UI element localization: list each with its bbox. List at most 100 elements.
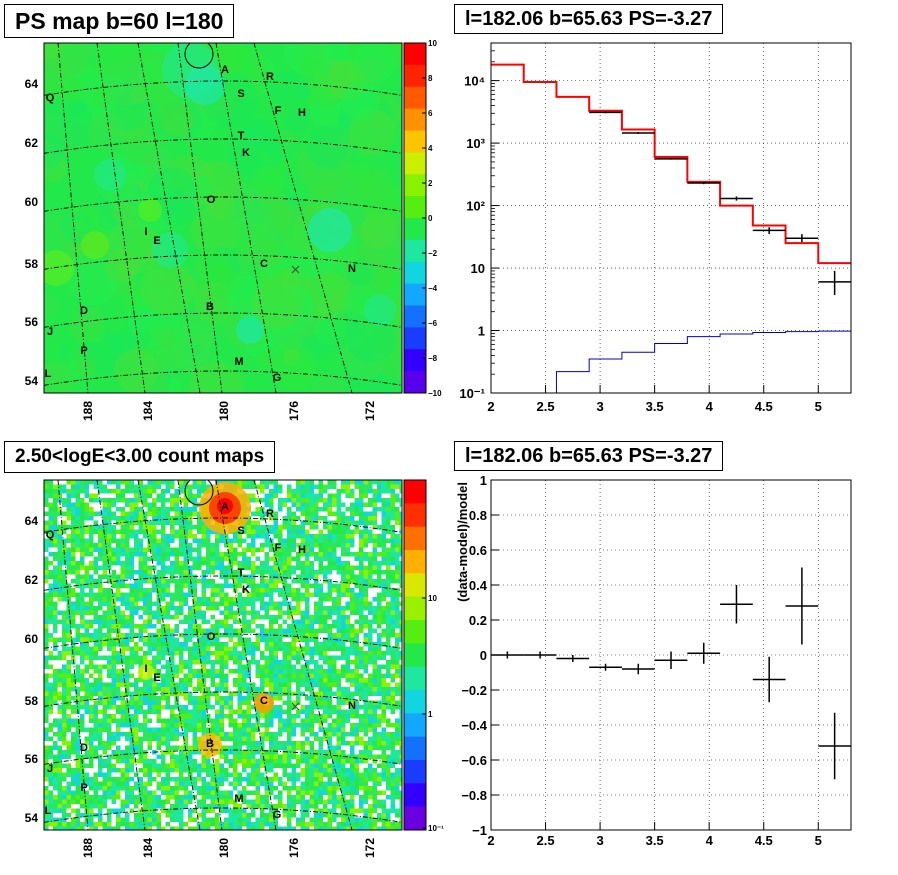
count-map-pixel — [260, 525, 265, 530]
count-map-pixel — [309, 723, 315, 728]
count-map-pixel — [336, 723, 342, 728]
count-map-pixel — [170, 579, 175, 584]
count-map-pixel — [260, 655, 265, 661]
count-map-pixel — [282, 543, 288, 548]
count-map-pixel — [174, 520, 180, 526]
count-map-pixel — [323, 669, 328, 674]
count-map-pixel — [197, 624, 202, 629]
count-map-pixel — [345, 723, 351, 728]
count-map-pixel — [323, 682, 328, 688]
count-map-pixel — [368, 637, 373, 643]
count-map-pixel — [273, 502, 279, 508]
count-map-pixel — [44, 574, 49, 580]
count-map-pixel — [197, 574, 202, 580]
count-map-pixel — [314, 678, 319, 683]
count-map-pixel — [102, 615, 108, 620]
count-map-pixel — [44, 646, 49, 652]
count-map-pixel — [399, 579, 402, 584]
count-map-pixel — [309, 543, 315, 548]
count-map-pixel — [246, 651, 252, 656]
count-map-pixel — [98, 507, 103, 512]
count-map-pixel — [359, 687, 364, 692]
count-map-pixel — [152, 732, 157, 737]
count-map-pixel — [125, 579, 130, 584]
count-map-pixel — [129, 610, 135, 616]
count-map-pixel — [336, 655, 342, 661]
count-map-pixel — [359, 709, 364, 715]
count-map-pixel — [390, 525, 396, 530]
count-map-pixel — [354, 552, 360, 557]
count-map-pixel — [48, 669, 54, 674]
count-map-pixel — [246, 628, 252, 634]
count-map-pixel — [48, 507, 54, 512]
count-map-pixel — [44, 592, 49, 598]
colorbar-segment — [404, 196, 426, 219]
count-map-pixel — [62, 502, 67, 508]
count-map-pixel — [188, 682, 193, 688]
count-map-pixel — [255, 691, 261, 697]
count-map-pixel — [282, 534, 288, 539]
count-map-pixel — [278, 637, 283, 643]
count-map-pixel — [179, 642, 184, 647]
count-map-pixel — [287, 673, 292, 679]
count-map-pixel — [98, 673, 103, 679]
count-map-pixel — [165, 615, 171, 620]
count-map-pixel — [125, 538, 130, 544]
count-map-pixel — [134, 579, 139, 584]
count-map-pixel — [246, 660, 252, 665]
count-map-pixel — [251, 615, 256, 620]
count-map-pixel — [269, 579, 274, 584]
count-map-pixel — [170, 556, 175, 562]
count-map-pixel — [242, 673, 247, 679]
count-map-pixel — [368, 696, 373, 701]
count-map-pixel — [165, 682, 171, 688]
count-map-pixel — [156, 705, 162, 710]
count-map-pixel — [93, 570, 99, 575]
count-map-pixel — [269, 529, 274, 535]
count-map-pixel — [327, 529, 333, 535]
count-map-pixel — [53, 646, 58, 652]
count-map-pixel — [296, 502, 301, 508]
count-map-pixel — [287, 682, 292, 688]
count-map-pixel — [84, 624, 90, 629]
count-map-pixel — [372, 655, 378, 661]
count-map-pixel — [323, 637, 328, 643]
count-map-pixel — [134, 615, 139, 620]
count-map-pixel — [296, 556, 301, 562]
count-map-pixel — [183, 700, 189, 706]
count-map-pixel — [399, 709, 402, 715]
count-map-pixel — [269, 687, 274, 692]
count-map-pixel — [282, 579, 288, 584]
count-map-pixel — [242, 669, 247, 674]
count-map-pixel — [161, 493, 166, 499]
count-map-pixel — [111, 714, 117, 719]
count-map-pixel — [395, 678, 400, 683]
count-map-pixel — [89, 570, 94, 575]
count-map-pixel — [143, 592, 148, 598]
count-map-pixel — [309, 673, 315, 679]
count-map-pixel — [305, 633, 310, 638]
count-map-pixel — [183, 696, 189, 701]
count-map-pixel — [170, 615, 175, 620]
count-map-pixel — [399, 682, 402, 688]
map-grid-latitude — [44, 196, 402, 212]
count-map-pixel — [206, 484, 211, 490]
count-map-pixel — [125, 480, 130, 485]
count-map-pixel — [255, 552, 261, 557]
count-map-pixel — [183, 556, 189, 562]
count-map-pixel — [62, 489, 67, 494]
count-map-pixel — [210, 534, 216, 539]
count-map-pixel — [359, 543, 364, 548]
count-map-pixel — [44, 484, 49, 490]
count-map-pixel — [300, 646, 306, 652]
count-map-pixel — [264, 727, 270, 733]
count-map-pixel — [260, 552, 265, 557]
map-grid-longitude — [57, 43, 89, 393]
count-map-pixel — [66, 709, 72, 715]
count-map-pixel — [273, 619, 279, 625]
count-map-pixel — [251, 732, 256, 737]
count-map-pixel — [197, 633, 202, 638]
count-map-pixel — [192, 597, 198, 602]
count-map-pixel — [296, 543, 301, 548]
map-texture-blob — [85, 323, 105, 343]
